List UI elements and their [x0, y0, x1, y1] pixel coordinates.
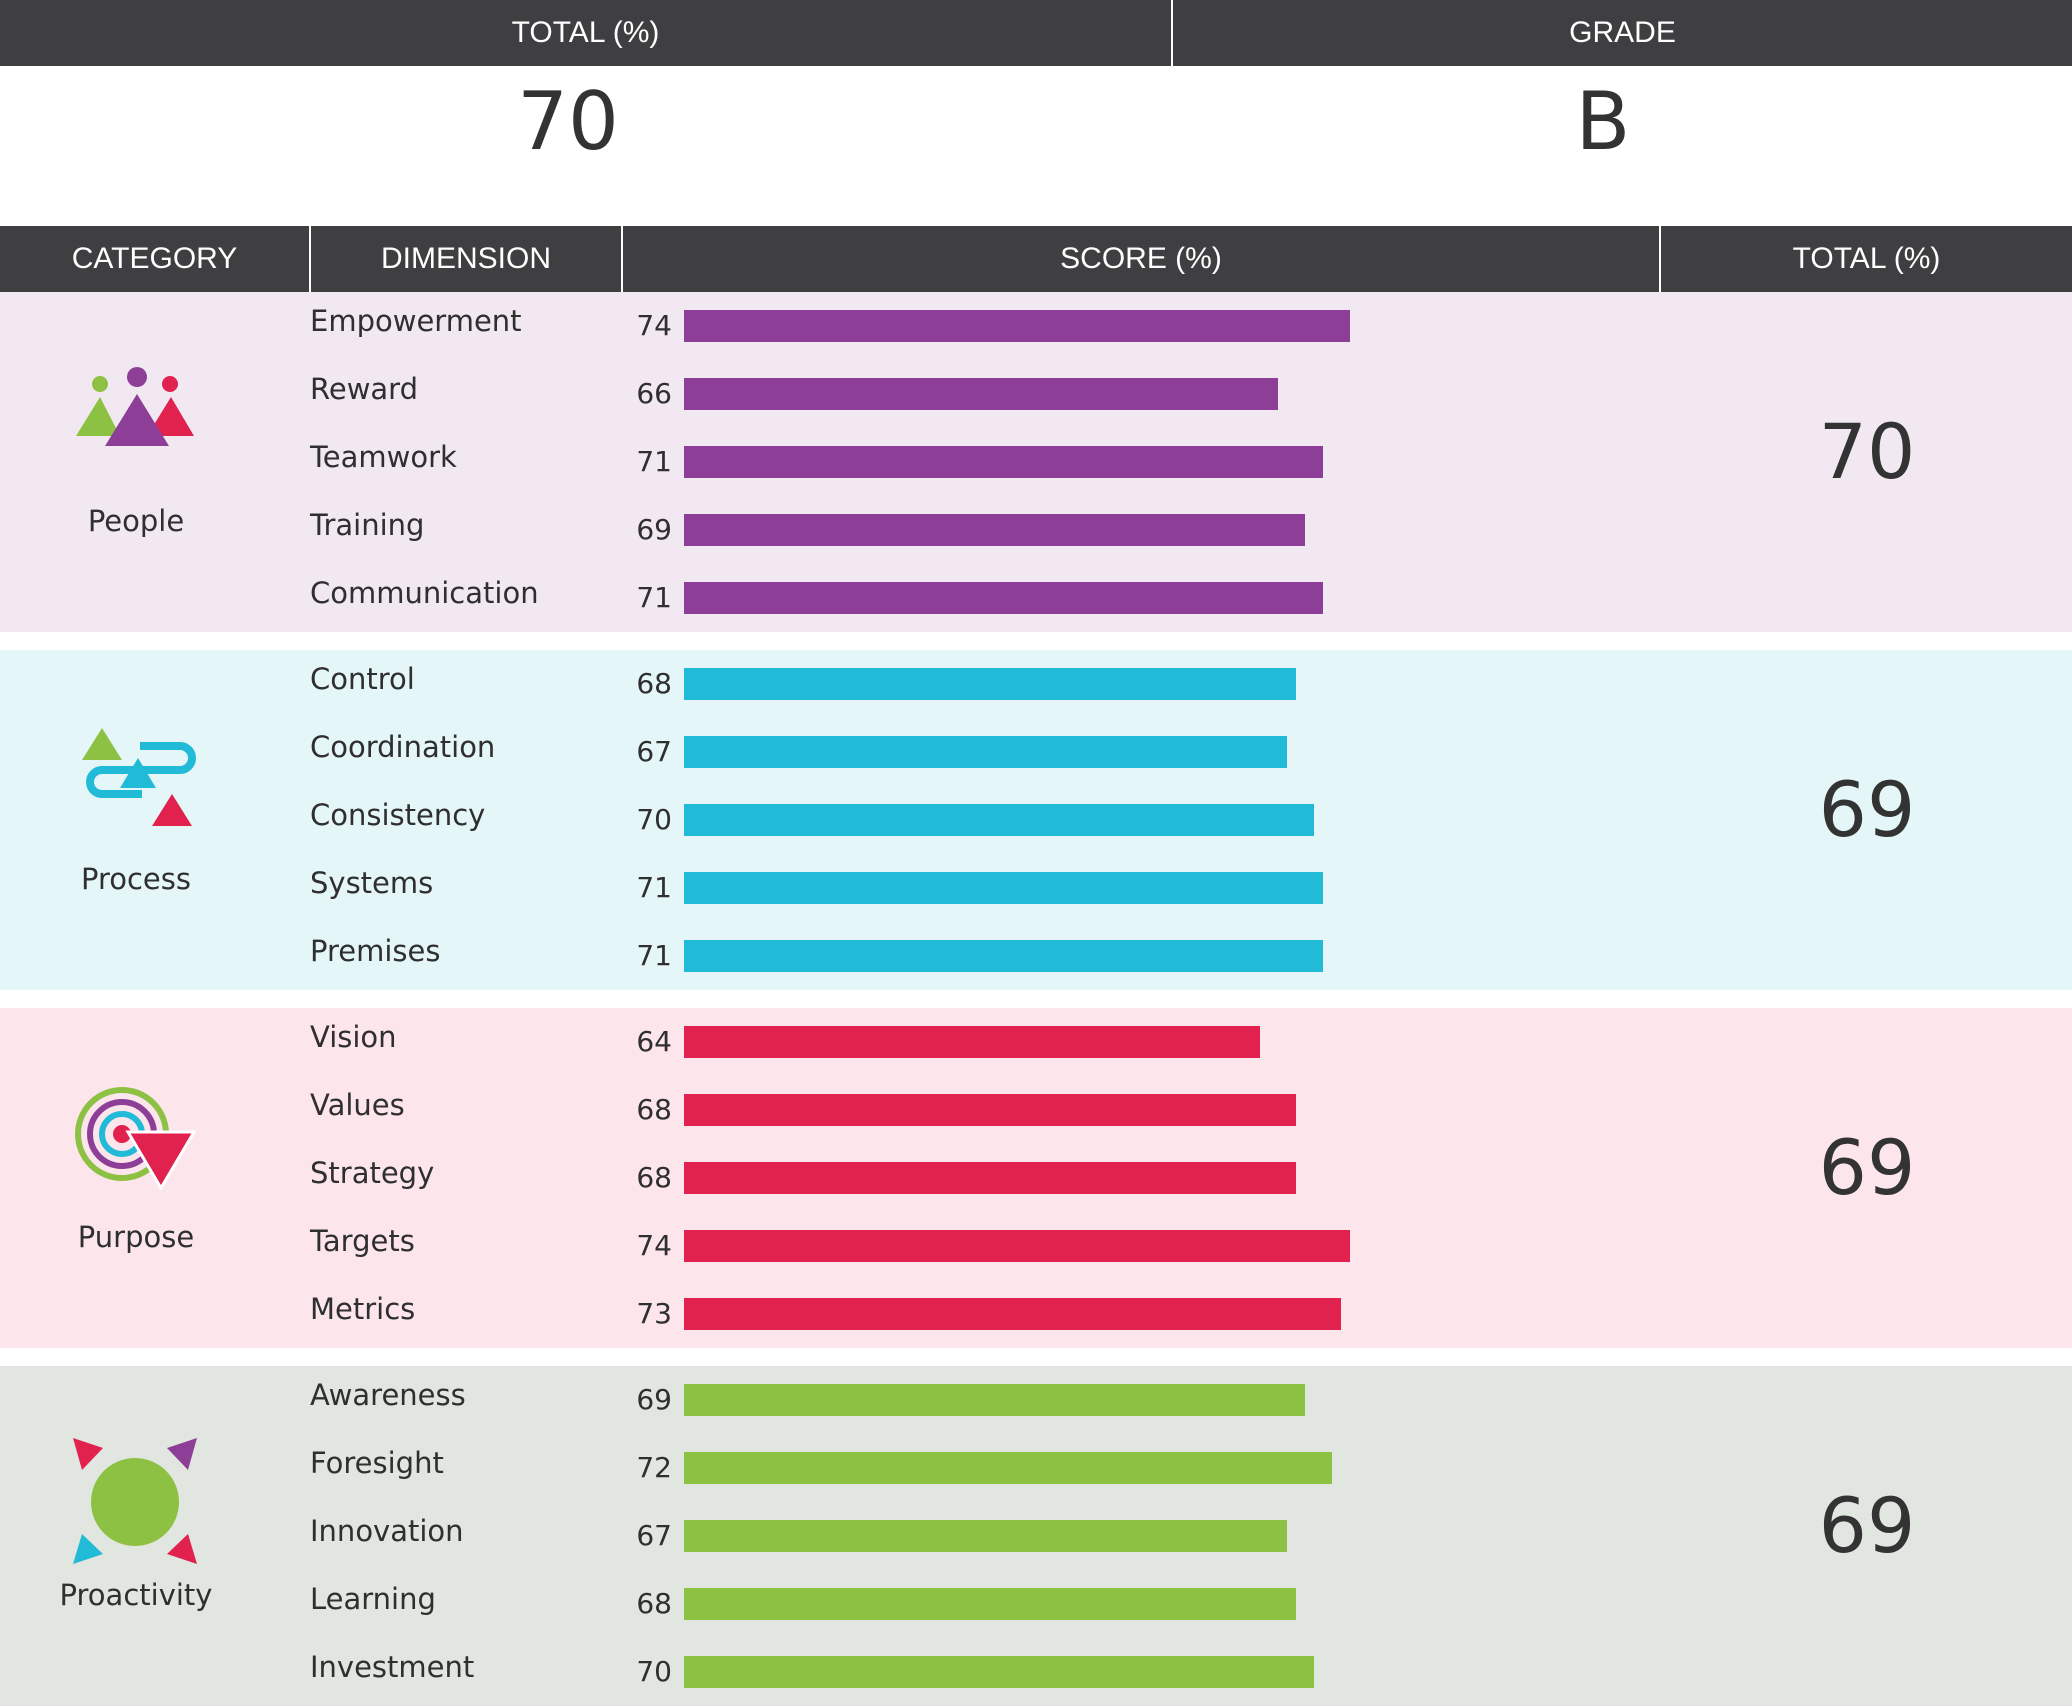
score-value: 67	[636, 735, 672, 768]
column-header-total: TOTAL (%)	[1661, 226, 2072, 292]
score-bar	[684, 1452, 1332, 1484]
score-bar	[684, 378, 1278, 410]
people-icon	[70, 364, 200, 494]
score-bar	[684, 1026, 1260, 1058]
score-bar	[684, 940, 1323, 972]
dimension-label: Values	[310, 1088, 405, 1122]
column-header-category: CATEGORY	[0, 226, 309, 292]
score-bar	[684, 446, 1323, 478]
score-bar	[684, 1588, 1296, 1620]
category-label: Process	[80, 862, 191, 896]
dimension-label: Vision	[310, 1020, 397, 1054]
dimension-label: Consistency	[310, 798, 486, 832]
column-header-dimension: DIMENSION	[311, 226, 621, 292]
score-value: 64	[636, 1025, 672, 1058]
purpose-icon	[70, 1080, 200, 1210]
category-total: 69	[1818, 1123, 1916, 1212]
score-bar	[684, 1384, 1305, 1416]
dimension-label: Premises	[310, 934, 441, 968]
category-label: Purpose	[77, 1220, 195, 1254]
score-value: 69	[636, 513, 672, 546]
dimension-label: Innovation	[310, 1514, 464, 1548]
score-bar	[684, 872, 1323, 904]
score-value: 69	[636, 1383, 672, 1416]
score-value: 68	[636, 667, 672, 700]
score-bar	[684, 1094, 1296, 1126]
category-total: 69	[1818, 765, 1916, 854]
score-bar	[684, 582, 1323, 614]
score-bar	[684, 1230, 1350, 1262]
dimension-label: Investment	[310, 1650, 475, 1684]
score-bar	[684, 736, 1287, 768]
score-value: 71	[636, 939, 672, 972]
score-value: 72	[636, 1451, 672, 1484]
score-bar	[684, 804, 1314, 836]
dimension-label: Coordination	[310, 730, 496, 764]
score-value: 70	[636, 803, 672, 836]
category-label: Proactivity	[59, 1578, 213, 1612]
dimension-label: Reward	[310, 372, 418, 406]
dimension-label: Communication	[310, 576, 539, 610]
score-bar	[684, 668, 1296, 700]
dimension-label: Training	[310, 508, 425, 542]
overall-grade-value: B	[1575, 74, 1631, 168]
category-label: People	[87, 504, 185, 538]
score-value: 74	[636, 309, 672, 342]
score-value: 73	[636, 1297, 672, 1330]
category-total: 69	[1818, 1481, 1916, 1570]
column-header-score: SCORE (%)	[623, 226, 1659, 292]
score-value: 68	[636, 1093, 672, 1126]
dimension-label: Metrics	[310, 1292, 416, 1326]
score-value: 71	[636, 581, 672, 614]
score-value: 71	[636, 871, 672, 904]
score-value: 74	[636, 1229, 672, 1262]
score-bar	[684, 1656, 1314, 1688]
score-value: 70	[636, 1655, 672, 1688]
score-bar	[684, 1520, 1287, 1552]
score-value: 68	[636, 1161, 672, 1194]
score-value: 66	[636, 377, 672, 410]
process-icon	[70, 722, 200, 852]
dimension-label: Learning	[310, 1582, 436, 1616]
dimension-label: Teamwork	[310, 440, 457, 474]
dimension-label: Empowerment	[310, 304, 522, 338]
summary-grade-header: GRADE	[1173, 0, 2072, 66]
score-bar	[684, 1162, 1296, 1194]
category-total: 70	[1818, 407, 1916, 496]
score-value: 71	[636, 445, 672, 478]
dimension-label: Targets	[310, 1224, 415, 1258]
dimension-label: Strategy	[310, 1156, 435, 1190]
proactivity-icon	[70, 1438, 200, 1568]
score-value: 67	[636, 1519, 672, 1552]
dimension-label: Control	[310, 662, 415, 696]
score-bar	[684, 514, 1305, 546]
dimension-label: Awareness	[310, 1378, 466, 1412]
dimension-label: Foresight	[310, 1446, 444, 1480]
score-value: 68	[636, 1587, 672, 1620]
dimension-label: Systems	[310, 866, 434, 900]
summary-total-header: TOTAL (%)	[0, 0, 1171, 66]
score-bar	[684, 310, 1350, 342]
overall-total-value: 70	[517, 74, 619, 168]
score-bar	[684, 1298, 1341, 1330]
